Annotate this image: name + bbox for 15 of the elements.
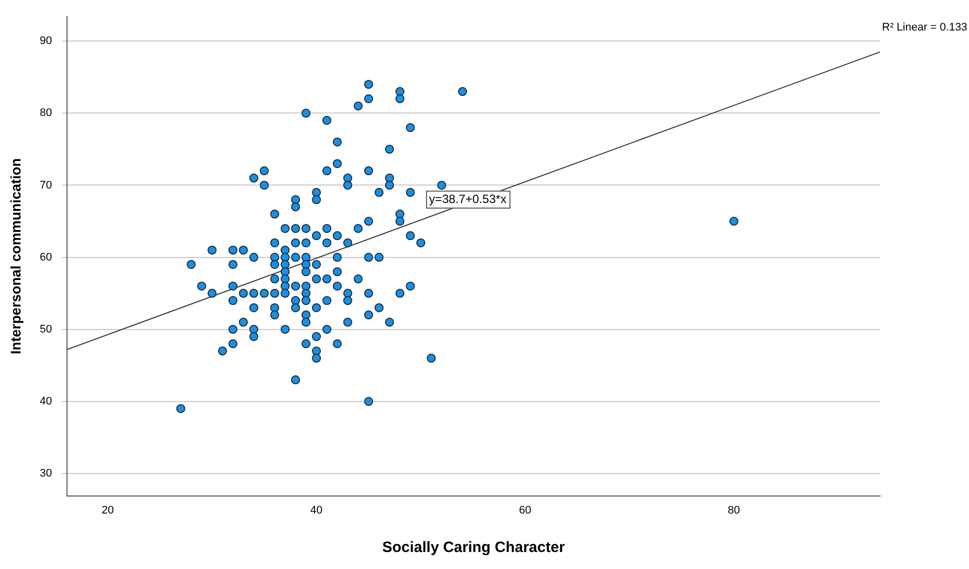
y-tick-label: 90 <box>40 35 52 48</box>
y-tick-label: 70 <box>40 179 52 192</box>
x-tick-label: 20 <box>102 504 114 516</box>
y-axis-title: Interpersonal communication <box>7 158 24 354</box>
annotation: y=38.7+0.53*x <box>429 192 506 206</box>
x-tick-label: 80 <box>728 504 740 516</box>
y-tick-label: 80 <box>40 107 52 120</box>
y-tick-label: 60 <box>40 251 52 264</box>
x-axis-title: Socially Caring Character <box>382 539 565 556</box>
y-tick-label: 50 <box>40 323 52 336</box>
x-tick-label: 60 <box>519 504 532 516</box>
x-tick-label: 40 <box>310 504 323 516</box>
y-tick-label: 40 <box>40 395 52 408</box>
y-tick-label: 30 <box>40 467 52 480</box>
text: R² Linear = 0.133 <box>882 22 968 34</box>
